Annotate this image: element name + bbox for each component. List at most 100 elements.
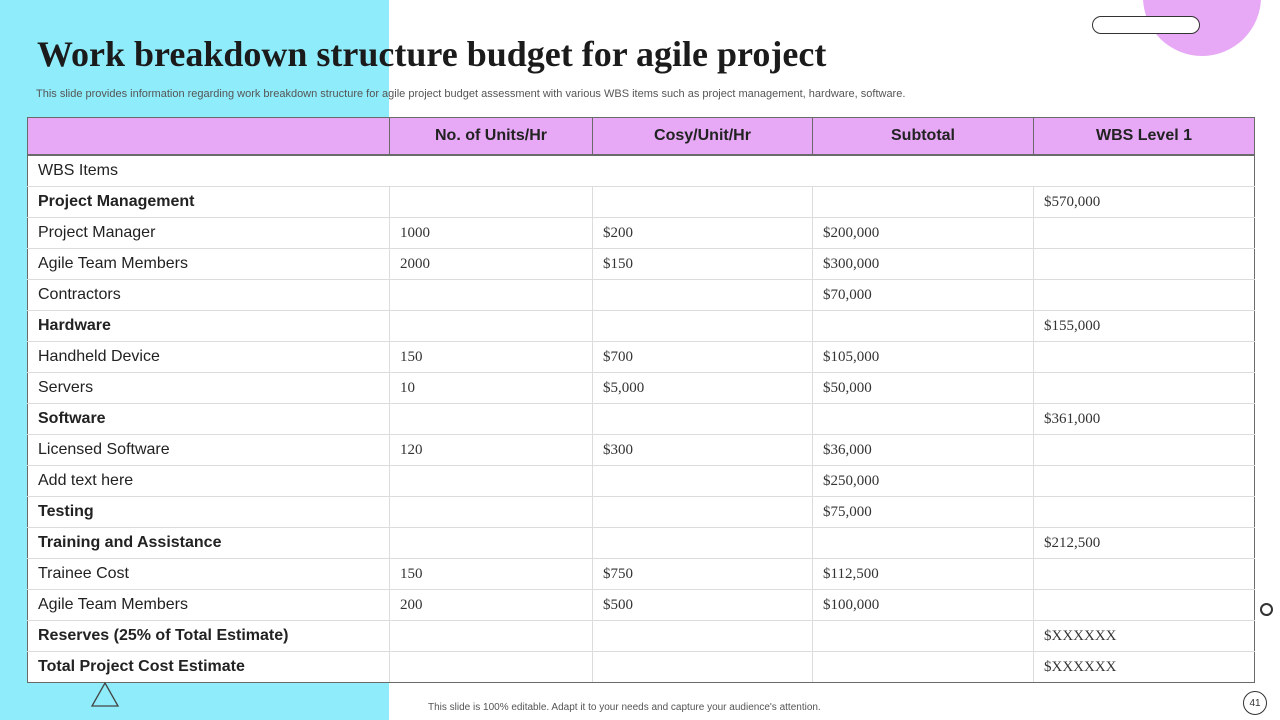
cell-cost — [592, 279, 813, 311]
cell-units — [389, 186, 593, 218]
cell-subtotal: $100,000 — [812, 589, 1034, 621]
table-row: Software $361,000 — [27, 403, 1255, 435]
table-row: Handheld Device 150 $700 $105,000 — [27, 341, 1255, 373]
cell-cost — [592, 620, 813, 652]
cell-cost — [592, 403, 813, 435]
header-cell: Subtotal — [812, 117, 1034, 156]
cell-cost: $750 — [592, 558, 813, 590]
header-cell: No. of Units/Hr — [389, 117, 593, 156]
wbs-budget-table: No. of Units/Hr Cosy/Unit/Hr Subtotal WB… — [27, 117, 1255, 683]
cell-cost — [592, 465, 813, 497]
cell-subtotal — [812, 310, 1034, 342]
slide-footer: This slide is 100% editable. Adapt it to… — [428, 702, 821, 713]
cell-level1 — [1033, 248, 1255, 280]
wbs-item-name: Licensed Software — [27, 434, 390, 466]
cell-subtotal: $36,000 — [812, 434, 1034, 466]
table-row: Licensed Software 120 $300 $36,000 — [27, 434, 1255, 466]
cell-units: 150 — [389, 341, 593, 373]
wbs-item-name: Contractors — [27, 279, 390, 311]
header-cell: WBS Level 1 — [1033, 117, 1255, 156]
cell-units — [389, 279, 593, 311]
cell-level1 — [1033, 465, 1255, 497]
wbs-item-name: Software — [27, 403, 390, 435]
cell-units — [389, 403, 593, 435]
page-number: 41 — [1249, 697, 1261, 709]
page-number-badge[interactable]: 41 — [1243, 691, 1267, 715]
cell-cost: $150 — [592, 248, 813, 280]
slide-title: Work breakdown structure budget for agil… — [37, 34, 827, 74]
cell-subtotal: $75,000 — [812, 496, 1034, 528]
triangle-icon — [90, 682, 120, 707]
cell-cost — [592, 527, 813, 559]
cell-subtotal — [812, 620, 1034, 652]
cell-units: 150 — [389, 558, 593, 590]
table-row: Total Project Cost Estimate $XXXXXX — [27, 651, 1255, 683]
cell-level1 — [1033, 496, 1255, 528]
cell-level1 — [1033, 279, 1255, 311]
cell-subtotal: $50,000 — [812, 372, 1034, 404]
cell-level1 — [1033, 217, 1255, 249]
wbs-item-name: Hardware — [27, 310, 390, 342]
wbs-item-name: Agile Team Members — [27, 248, 390, 280]
cell-level1 — [1033, 341, 1255, 373]
cell-level1: $361,000 — [1033, 403, 1255, 435]
table-row: Agile Team Members 2000 $150 $300,000 — [27, 248, 1255, 280]
cell-cost: $700 — [592, 341, 813, 373]
wbs-item-name: WBS Items — [27, 154, 1255, 187]
cell-level1: $XXXXXX — [1033, 620, 1255, 652]
wbs-item-name: Testing — [27, 496, 390, 528]
cell-units — [389, 310, 593, 342]
table-row: Testing $75,000 — [27, 496, 1255, 528]
cell-cost: $500 — [592, 589, 813, 621]
table-row: WBS Items — [27, 154, 1255, 187]
cell-level1: $XXXXXX — [1033, 651, 1255, 683]
cell-subtotal — [812, 403, 1034, 435]
cell-subtotal: $300,000 — [812, 248, 1034, 280]
cell-level1 — [1033, 589, 1255, 621]
wbs-item-name: Reserves (25% of Total Estimate) — [27, 620, 390, 652]
cell-subtotal: $70,000 — [812, 279, 1034, 311]
cell-cost — [592, 496, 813, 528]
cell-cost — [592, 310, 813, 342]
cell-cost — [592, 186, 813, 218]
table-row: Training and Assistance $212,500 — [27, 527, 1255, 559]
table-body: WBS Items Project Management $570,000 Proje… — [27, 154, 1255, 683]
table-row: Reserves (25% of Total Estimate) $XXXXXX — [27, 620, 1255, 652]
pill-shape — [1092, 16, 1200, 34]
table-row: Contractors $70,000 — [27, 279, 1255, 311]
cell-units: 120 — [389, 434, 593, 466]
cell-level1: $212,500 — [1033, 527, 1255, 559]
cell-units: 10 — [389, 372, 593, 404]
table-row: Hardware $155,000 — [27, 310, 1255, 342]
ring-icon — [1260, 603, 1273, 616]
table-row: Trainee Cost 150 $750 $112,500 — [27, 558, 1255, 590]
cell-level1: $155,000 — [1033, 310, 1255, 342]
wbs-item-name: Agile Team Members — [27, 589, 390, 621]
wbs-item-name: Servers — [27, 372, 390, 404]
cell-level1 — [1033, 372, 1255, 404]
cell-cost: $200 — [592, 217, 813, 249]
wbs-item-name: Project Management — [27, 186, 390, 218]
wbs-item-name: Project Manager — [27, 217, 390, 249]
table-row: Project Management $570,000 — [27, 186, 1255, 218]
cell-units: 2000 — [389, 248, 593, 280]
cell-units — [389, 496, 593, 528]
cell-units — [389, 465, 593, 497]
cell-cost: $5,000 — [592, 372, 813, 404]
wbs-item-name: Trainee Cost — [27, 558, 390, 590]
cell-level1 — [1033, 434, 1255, 466]
header-cell — [27, 117, 390, 156]
cell-subtotal — [812, 527, 1034, 559]
cell-level1 — [1033, 558, 1255, 590]
table-header-row: No. of Units/Hr Cosy/Unit/Hr Subtotal WB… — [27, 117, 1255, 156]
table-row: Add text here $250,000 — [27, 465, 1255, 497]
cell-units — [389, 651, 593, 683]
cell-subtotal: $200,000 — [812, 217, 1034, 249]
cell-subtotal: $250,000 — [812, 465, 1034, 497]
table-row: Project Manager 1000 $200 $200,000 — [27, 217, 1255, 249]
wbs-item-name: Handheld Device — [27, 341, 390, 373]
wbs-item-name: Training and Assistance — [27, 527, 390, 559]
slide-subtitle: This slide provides information regardin… — [36, 88, 906, 100]
wbs-item-name: Total Project Cost Estimate — [27, 651, 390, 683]
cell-subtotal: $112,500 — [812, 558, 1034, 590]
